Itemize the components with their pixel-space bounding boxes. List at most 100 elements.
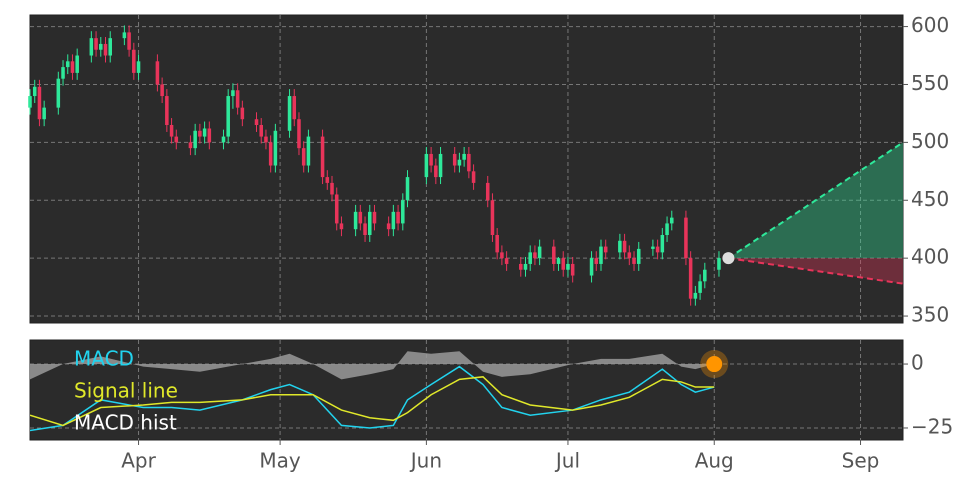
candle-body <box>297 119 301 149</box>
candle-body <box>198 130 202 137</box>
candle-body <box>306 136 311 166</box>
candle-body <box>207 128 212 143</box>
candle-body <box>660 235 665 253</box>
candle-body <box>268 142 273 166</box>
candle-body <box>358 211 363 224</box>
candle-body <box>552 246 556 264</box>
candle-body <box>636 248 641 264</box>
candle-body <box>165 96 169 125</box>
y-tick-label: 600 <box>911 13 949 37</box>
macd-line <box>30 376 715 427</box>
candle-body <box>174 136 179 143</box>
candle-body <box>438 153 443 178</box>
macd-line <box>30 365 715 432</box>
candle-body <box>651 246 655 249</box>
candle-body <box>221 136 226 143</box>
candle-body <box>500 252 504 259</box>
candle-body <box>136 61 141 73</box>
candle-body <box>490 200 495 235</box>
candle-body <box>169 125 174 137</box>
candle-body <box>665 223 669 235</box>
candle-body <box>160 84 164 97</box>
x-tick-label: Jun <box>409 449 442 473</box>
candle-body <box>325 177 330 183</box>
y-tick-label: −25 <box>911 414 953 438</box>
candle-body <box>240 107 245 120</box>
candle-body <box>589 258 594 276</box>
candle-body <box>264 136 268 143</box>
candle-body <box>287 96 292 131</box>
candle-body <box>99 43 103 50</box>
candle-body <box>367 211 372 235</box>
candle-body <box>684 217 688 259</box>
y-tick-label: 0 <box>911 351 924 375</box>
candle-body <box>471 171 476 183</box>
candle-body <box>330 182 334 195</box>
candle-body <box>622 240 627 253</box>
candle-body <box>108 38 112 56</box>
candle-body <box>65 61 70 68</box>
candle-body <box>363 223 367 235</box>
candle-body <box>61 67 65 79</box>
y-tick-label: 450 <box>911 187 949 211</box>
candle-body <box>561 258 566 270</box>
candle-body <box>603 246 608 253</box>
candle-body <box>132 49 136 73</box>
projection-upper-line <box>727 141 904 259</box>
candle-body <box>193 130 197 149</box>
y-tick-label: 500 <box>911 129 949 153</box>
candle-body <box>103 43 108 56</box>
legend-entry: Signal line <box>74 379 178 403</box>
candle-body <box>537 246 542 259</box>
candle-body <box>594 258 599 264</box>
legend-entry: MACD hist <box>74 411 177 435</box>
candle-body <box>301 148 306 166</box>
candle-body <box>320 136 325 178</box>
candle-body <box>226 96 230 137</box>
candle-body <box>122 32 127 39</box>
candle-body <box>32 86 37 97</box>
candle-body <box>372 211 377 224</box>
candle-body <box>28 96 32 108</box>
y-tick-label: 550 <box>911 71 949 95</box>
candle-body <box>401 200 405 224</box>
candle-body <box>155 61 160 85</box>
candle-body <box>94 38 98 50</box>
candle-body <box>396 211 400 224</box>
candle-body <box>334 194 339 224</box>
candle-body <box>504 258 509 264</box>
candle-body <box>556 258 561 264</box>
candle-body <box>655 246 660 253</box>
projection-origin <box>722 252 735 265</box>
y-tick-label: 400 <box>911 245 949 269</box>
candle-body <box>37 86 42 120</box>
x-tick-label: Apr <box>121 449 156 473</box>
candle-body <box>353 211 358 230</box>
candle-body <box>292 96 297 120</box>
macd-marker <box>706 356 723 373</box>
candle-body <box>533 252 537 259</box>
candle-body <box>703 269 707 282</box>
candle-body <box>75 55 79 73</box>
candle-body <box>405 177 410 201</box>
candle-body <box>698 281 702 293</box>
y-tick-label: 350 <box>911 303 949 327</box>
candle-body <box>570 263 575 276</box>
candle-body <box>429 153 433 166</box>
legend-entry: MACD <box>74 347 134 371</box>
candle-body <box>627 252 632 259</box>
macd-hist-area <box>30 351 715 380</box>
candle-body <box>273 130 278 166</box>
candle-body <box>424 153 429 178</box>
candle-body <box>42 107 46 120</box>
macd-panel <box>29 339 904 441</box>
x-tick-label: May <box>259 449 301 473</box>
candle-body <box>70 61 75 73</box>
candle-body <box>523 263 528 270</box>
candle-body <box>688 258 693 299</box>
candle-body <box>127 32 131 50</box>
candle-body <box>89 38 94 56</box>
candle-body <box>670 217 674 224</box>
candle-body <box>259 125 263 137</box>
